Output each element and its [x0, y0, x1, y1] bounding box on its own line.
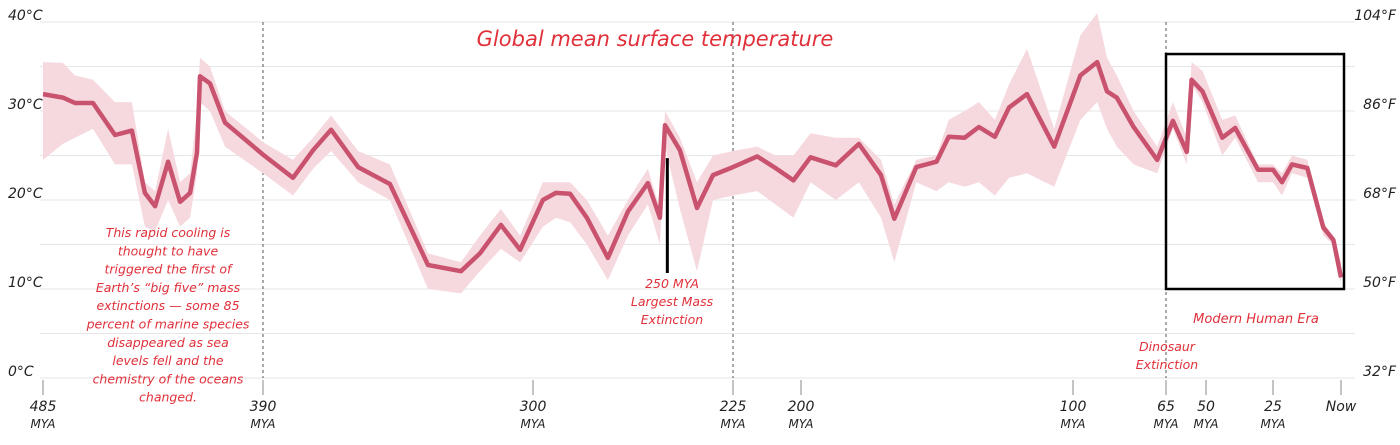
modern-era-label: Modern Human Era: [1193, 312, 1319, 327]
permian-label-line: Largest Mass: [631, 294, 714, 309]
permian-label-line: Extinction: [641, 312, 703, 327]
x-tick-unit: MYA: [31, 417, 56, 431]
cooling-note-line: triggered the first of: [105, 262, 234, 277]
y-tick-label-fahrenheit: 32°F: [1363, 364, 1397, 380]
cooling-note-line: levels fell and the: [112, 353, 224, 368]
axes: 485 MYA 390 MYA 300 MYA 225 MYA 200 MYA 100 MYA 65 MY…: [8, 8, 1397, 431]
permian-label-line: 250 MYA: [645, 276, 699, 291]
annotations: This rapid cooling is thought to have trig…: [86, 52, 1346, 405]
x-tick-unit: MYA: [1154, 417, 1179, 431]
y-tick-label-celsius: 0°C: [8, 364, 34, 380]
y-tick-label-celsius: 20°C: [8, 186, 43, 202]
x-tick-label: 200: [788, 399, 815, 415]
y-tick-label-fahrenheit: 50°F: [1363, 275, 1397, 291]
modern-era-box: [1164, 52, 1346, 291]
x-tick-label: Now: [1326, 399, 1357, 415]
x-tick-label: 25: [1264, 399, 1282, 415]
y-tick-label-celsius: 10°C: [8, 275, 43, 291]
dinosaur-label-line: Dinosaur: [1139, 339, 1196, 354]
cooling-note-line: This rapid cooling is: [106, 225, 231, 240]
cooling-note-line: chemistry of the oceans: [93, 371, 244, 386]
x-tick-label: 65: [1157, 399, 1175, 415]
y-tick-label-fahrenheit: 104°F: [1354, 8, 1397, 24]
temperature-line: [42, 59, 1344, 278]
cooling-note-line: thought to have: [118, 243, 219, 258]
cooling-note-line: changed.: [139, 390, 197, 405]
uncertainty-band: [43, 13, 1341, 294]
y-tick-label-celsius: 40°C: [8, 8, 43, 24]
cooling-note-line: Earth’s “big five” mass: [96, 280, 241, 295]
x-tick-label: 390: [250, 399, 277, 415]
x-tick-unit: MYA: [1261, 417, 1286, 431]
x-tick-label: 50: [1197, 399, 1215, 415]
y-tick-label-fahrenheit: 86°F: [1363, 97, 1397, 113]
x-tick-label: 225: [720, 399, 747, 415]
x-tick-label: 485: [30, 399, 57, 415]
x-tick-unit: MYA: [1194, 417, 1219, 431]
x-tick-unit: MYA: [251, 417, 276, 431]
x-tick-unit: MYA: [521, 417, 546, 431]
dashed-era-lines: [262, 22, 1167, 378]
cooling-note-line: extinctions — some 85: [96, 298, 239, 313]
y-tick-label-fahrenheit: 68°F: [1363, 186, 1397, 202]
dinosaur-label-line: Extinction: [1136, 357, 1198, 372]
chart-title: Global mean surface temperature: [477, 27, 834, 51]
x-tick-unit: MYA: [1061, 417, 1086, 431]
x-tick-unit: MYA: [721, 417, 746, 431]
cooling-note-line: percent of marine species: [86, 317, 250, 332]
x-tick-label: 300: [520, 399, 547, 415]
x-tick-unit: MYA: [789, 417, 814, 431]
cooling-note-line: disappeared as sea: [107, 335, 229, 350]
y-tick-label-celsius: 30°C: [8, 97, 43, 113]
x-tick-label: 100: [1060, 399, 1087, 415]
